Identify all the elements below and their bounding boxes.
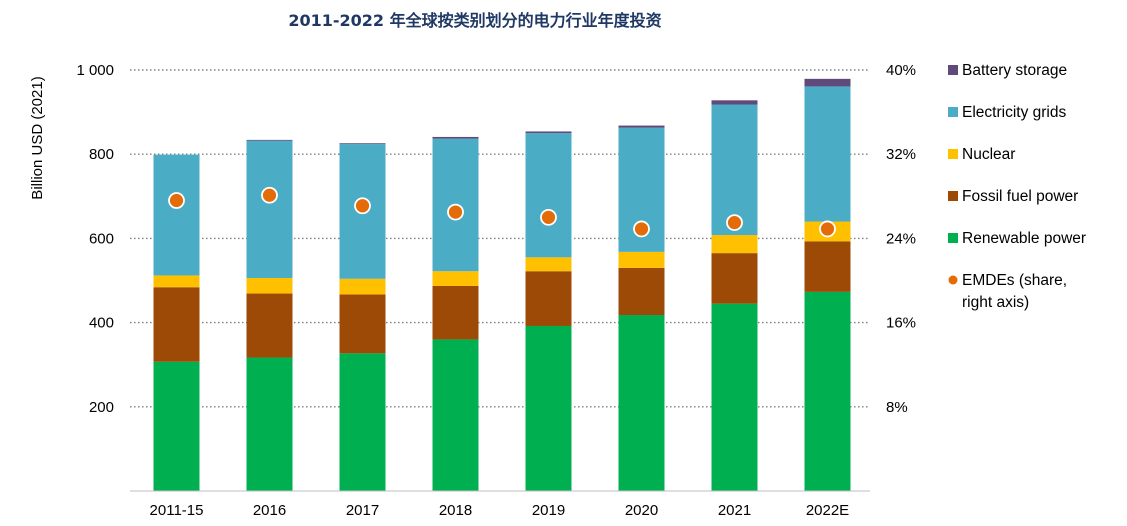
emdes-share-point [633,220,650,238]
emdes-share-point [819,220,836,238]
legend-swatch [948,233,958,243]
x-tick-label: 2021 [718,502,751,519]
bar-segment-nuclear [618,251,665,268]
legend: Battery storage Electricity grids Nuclear F… [948,62,1086,311]
x-axis-ticks: 2011-15 2016 2017 2018 2019 2020 2021 2022E [150,502,850,519]
bar-segment-nuclear [246,277,293,294]
bar-segment-fossil-fuel-power [432,285,479,340]
bar-segment-renewable-power [339,353,386,491]
bar-segment-fossil-fuel-power [618,267,665,316]
legend-swatch [948,107,958,117]
bar-segment-fossil-fuel-power [153,287,200,362]
y2-tick-label: 32% [886,146,916,163]
bar-segment-electricity-grids [153,154,200,276]
gridlines [130,69,870,408]
emdes-share-point [447,203,464,221]
legend-label: EMDEs (share, [962,272,1067,289]
x-tick-label: 2020 [625,502,658,519]
bar-segment-renewable-power [246,357,293,491]
bar-segment-battery-storage [618,125,665,128]
legend-swatch [948,65,958,75]
y-tick-label: 400 [89,315,114,332]
y-axis-label: Billion USD (2021) [29,76,46,199]
y2-tick-label: 8% [886,399,908,416]
bar-segment-renewable-power [153,361,200,491]
bar-segment-renewable-power [432,339,479,491]
x-tick-label: 2011-15 [150,502,204,519]
bar-segment-electricity-grids [525,133,572,258]
bar-segment-electricity-grids [711,104,758,236]
y2-axis-ticks: 8% 16% 24% 32% 40% [886,62,916,416]
legend-label: Renewable power [962,230,1086,247]
bar-segment-fossil-fuel-power [804,241,851,292]
bar-segment-battery-storage [711,100,758,105]
y2-tick-label: 16% [886,315,916,332]
emdes-share-point [168,192,185,209]
bar-segment-nuclear [432,271,479,286]
bar-segment-electricity-grids [246,140,293,278]
bar-segment-battery-storage [339,143,386,145]
y2-tick-label: 40% [886,62,916,79]
bars [153,78,851,491]
y2-tick-label: 24% [886,230,916,247]
legend-swatch [948,191,958,201]
bar-segment-renewable-power [525,325,572,491]
emdes-share-points [168,186,836,238]
bar-segment-fossil-fuel-power [246,293,293,358]
bar-segment-nuclear [153,275,200,288]
chart-title: 2011-2022 年全球按类别划分的电力行业年度投资 [288,11,661,30]
bar-segment-renewable-power [711,303,758,491]
bar-segment-nuclear [711,235,758,254]
bar-segment-fossil-fuel-power [339,294,386,354]
emdes-share-point [354,197,371,215]
y-tick-label: 200 [89,399,114,416]
y-tick-label: 600 [89,230,114,247]
legend-label: Nuclear [962,146,1015,163]
emdes-share-point [261,186,278,204]
bar-segment-battery-storage [525,131,572,134]
legend-marker-emdes [948,275,958,285]
x-tick-label: 2022E [806,502,849,519]
emdes-share-point [540,208,557,226]
bar-segment-battery-storage [804,78,851,87]
legend-swatch [948,149,958,159]
bar-segment-renewable-power [618,315,665,491]
legend-label: Fossil fuel power [962,188,1078,205]
legend-label: Electricity grids [962,104,1066,121]
y-tick-label: 800 [89,146,114,163]
bar-segment-battery-storage [432,136,479,139]
bar-segment-nuclear [525,257,572,272]
emdes-share-point [726,214,743,232]
legend-label-line2: right axis) [962,294,1029,311]
bar-segment-electricity-grids [804,86,851,222]
y-axis-ticks: 200 400 600 800 1 000 [76,62,114,416]
x-tick-label: 2018 [439,502,472,519]
x-tick-label: 2019 [532,502,565,519]
x-tick-label: 2017 [346,502,379,519]
y-tick-label: 1 000 [76,62,114,79]
bar-segment-nuclear [339,278,386,295]
bar-segment-fossil-fuel-power [711,253,758,304]
bar-segment-renewable-power [804,291,851,491]
bar-segment-battery-storage [246,139,293,141]
x-tick-label: 2016 [253,502,286,519]
legend-label: Battery storage [962,62,1067,79]
bar-segment-fossil-fuel-power [525,271,572,326]
